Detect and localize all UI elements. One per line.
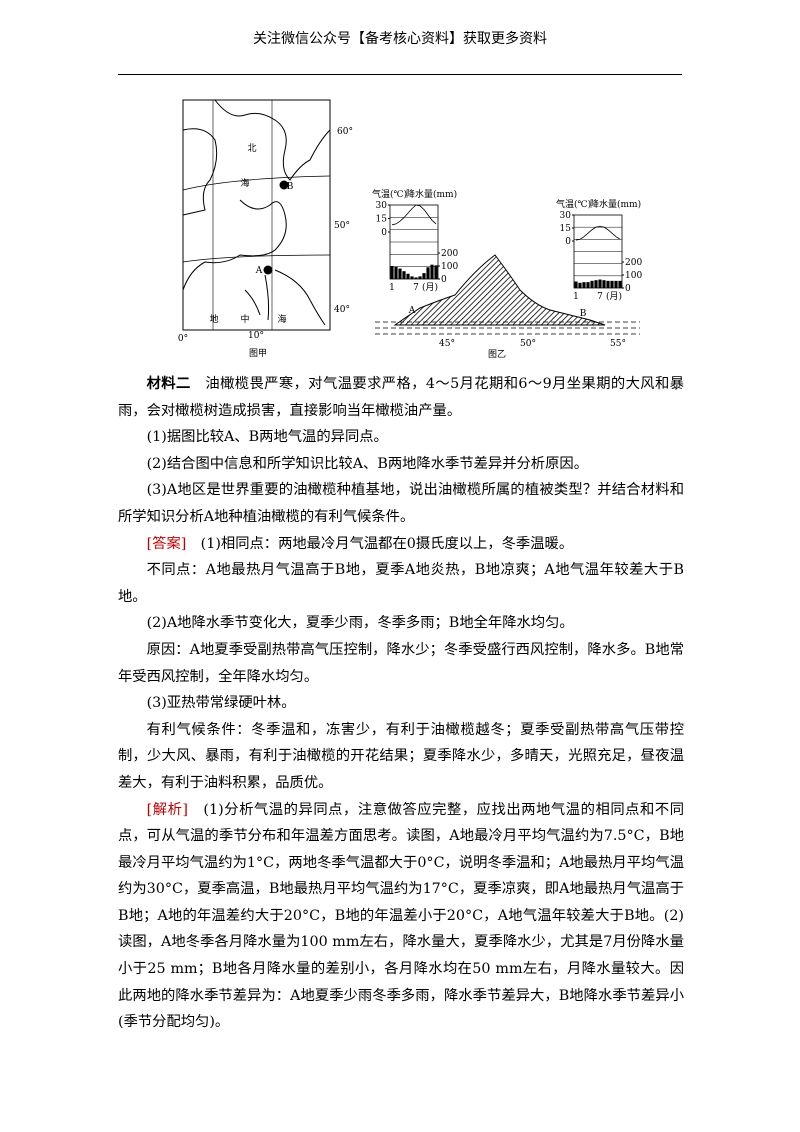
precip-bar — [390, 266, 394, 279]
header-rule — [118, 74, 682, 75]
map-label: 海 — [277, 313, 286, 325]
figure-caption: 图乙 — [488, 349, 506, 360]
precip-bar — [618, 280, 622, 288]
figure-caption: 图甲 — [249, 348, 267, 359]
axis-title: 气温(℃) — [556, 198, 591, 210]
paragraph-text: (3)亚热带常绿硬叶林。 — [146, 695, 296, 712]
paragraph: [解析] (1)分析气温的异同点，注意做答应完整，应找出两地气温的相同点和不同点… — [118, 797, 684, 1036]
precip-bar — [410, 276, 414, 279]
paragraph: [答案] (1)相同点：两地最冷月气温都在0摄氏度以上，冬季温暖。 — [118, 531, 684, 558]
paragraph: (2)A地降水季节变化大，夏季少雨，冬季多雨；B地全年降水均匀。 — [118, 610, 684, 637]
paragraph-text: 不同点：A地最热月气温高于B地，夏季A地炎热，B地凉爽；A地气温年较差大于B地。 — [118, 562, 684, 605]
paragraph-text: 油橄榄畏严寒，对气温要求严格，4～5月花期和6～9月坐果期的大风和暴雨，会对橄榄… — [118, 376, 684, 419]
map-label: 0° — [178, 334, 188, 344]
paragraph-text: (1)相同点：两地最冷月气温都在0摄氏度以上，冬季温暖。 — [186, 535, 574, 552]
paragraph-label: 材料二 — [146, 376, 191, 392]
map-label: 北 — [247, 143, 256, 154]
temp-tick-label: 30 — [560, 211, 572, 221]
precip-bar — [594, 280, 598, 288]
paragraph: 有利气候条件：冬季温和，冻害少，有利于油橄榄越冬；夏季受副热带高气压带控制，少大… — [118, 717, 684, 797]
precip-tick-label: 100 — [441, 262, 458, 272]
temp-tick-label: 30 — [376, 201, 388, 211]
profile-label: B — [580, 309, 587, 319]
month-tick-label: 7 — [597, 292, 603, 302]
precip-bar — [426, 267, 430, 279]
profile-label: A — [408, 306, 416, 316]
month-unit: (月) — [422, 282, 438, 293]
precip-bar — [394, 266, 398, 279]
precip-bar — [574, 281, 578, 288]
paragraph: (3)亚热带常绿硬叶林。 — [118, 690, 684, 717]
precip-bar — [418, 276, 422, 279]
axis-title: 降水量(mm) — [590, 198, 641, 210]
map-label: 中 — [240, 313, 249, 325]
precip-tick-label: 0 — [441, 275, 447, 285]
precip-tick-label: 100 — [625, 271, 642, 281]
precip-bar — [590, 280, 594, 288]
lon-label: 45° — [439, 339, 455, 349]
map-label: 地 — [209, 313, 218, 325]
map-label: 海 — [240, 177, 249, 189]
precip-bar — [598, 279, 602, 288]
precip-bar — [586, 282, 590, 288]
precip-tick-label: 200 — [625, 258, 642, 268]
temp-curve — [575, 225, 621, 241]
temp-tick-label: 15 — [376, 215, 388, 225]
month-tick-label: 1 — [389, 283, 395, 293]
paragraph: (1)据图比较A、B两地气温的异同点。 — [118, 424, 684, 451]
header: 关注微信公众号【备考核心资料】获取更多资料 — [253, 31, 547, 47]
precip-bar — [422, 273, 426, 279]
precip-bar — [606, 280, 610, 288]
lon-label: 55° — [610, 339, 626, 349]
precip-bar — [582, 282, 586, 288]
paragraph-text: (2)A地降水季节变化大，夏季少雨，冬季多雨；B地全年降水均匀。 — [146, 615, 574, 632]
precip-tick-label: 0 — [625, 284, 631, 294]
lon-label: 50° — [520, 339, 536, 349]
paragraph: (2)结合图中信息和所学知识比较A、B两地降水季节差异并分析原因。 — [118, 451, 684, 478]
precip-bar — [578, 282, 582, 288]
month-tick-label: 1 — [573, 292, 579, 302]
map — [182, 99, 331, 331]
paragraph-label: [答案] — [146, 535, 187, 552]
precip-bar — [398, 268, 402, 279]
paragraph-label: [解析] — [146, 801, 189, 818]
paragraph-text: (3)A地区是世界重要的油橄榄种植基地，说出油橄榄所属的植被类型？并结合材料和所… — [118, 482, 684, 525]
profile — [375, 254, 640, 335]
paragraph: 材料二 油橄榄畏严寒，对气温要求严格，4～5月花期和6～9月坐果期的大风和暴雨，… — [118, 371, 684, 424]
precip-bar — [434, 265, 438, 279]
paragraph-text: (1)据图比较A、B两地气温的异同点。 — [146, 429, 388, 446]
body-text: 材料二 油橄榄畏严寒，对气温要求严格，4～5月花期和6～9月坐果期的大风和暴雨，… — [118, 371, 684, 1036]
precip-bar — [402, 271, 406, 279]
precip-bar — [614, 280, 618, 288]
map-label: 40° — [334, 305, 350, 315]
paragraph: 原因：A地夏季受副热带高气压控制，降水少；冬季受盛行西风控制，降水多。B地常年受… — [118, 637, 684, 690]
temp-tick-label: 0 — [381, 228, 387, 238]
precip-bar — [414, 277, 418, 279]
month-tick-label: 7 — [413, 283, 419, 293]
map-label: 10° — [248, 331, 264, 341]
precip-tick-label: 200 — [441, 249, 458, 259]
figure: 60° 北海 B 50° A 40° 地 中 海 0° 10° 图甲 图乙 A B 45° 50° 55° 气温(℃… — [178, 99, 642, 360]
axis-title: 气温(℃) — [372, 188, 407, 200]
temp-curve — [391, 204, 437, 226]
map-label: 50° — [334, 221, 350, 231]
month-unit: (月) — [606, 291, 622, 302]
map-label: A — [255, 266, 263, 276]
paragraph-text: 有利气候条件：冬季温和，冻害少，有利于油橄榄越冬；夏季受副热带高气压带控制，少大… — [118, 721, 684, 791]
precip-bar — [430, 264, 434, 279]
paragraph: 不同点：A地最热月气温高于B地，夏季A地炎热，B地凉爽；A地气温年较差大于B地。 — [118, 557, 684, 610]
paragraph: (3)A地区是世界重要的油橄榄种植基地，说出油橄榄所属的植被类型？并结合材料和所… — [118, 477, 684, 530]
precip-bar — [610, 280, 614, 288]
paragraph-text: (2)结合图中信息和所学知识比较A、B两地降水季节差异并分析原因。 — [146, 455, 588, 472]
map-label: B — [287, 182, 294, 192]
temp-tick-label: 15 — [560, 224, 572, 234]
map-label: 60° — [337, 127, 353, 137]
paragraph-text: 原因：A地夏季受副热带高气压控制，降水少；冬季受盛行西风控制，降水多。B地常年受… — [118, 641, 684, 685]
paragraph-text: (1)分析气温的异同点，注意做答应完整，应找出两地气温的相同点和不同点，可从气温… — [118, 801, 685, 1031]
axis-title: 降水量(mm) — [406, 188, 457, 200]
precip-bar — [406, 273, 410, 279]
temp-tick-label: 0 — [565, 237, 571, 247]
precip-bar — [602, 280, 606, 288]
